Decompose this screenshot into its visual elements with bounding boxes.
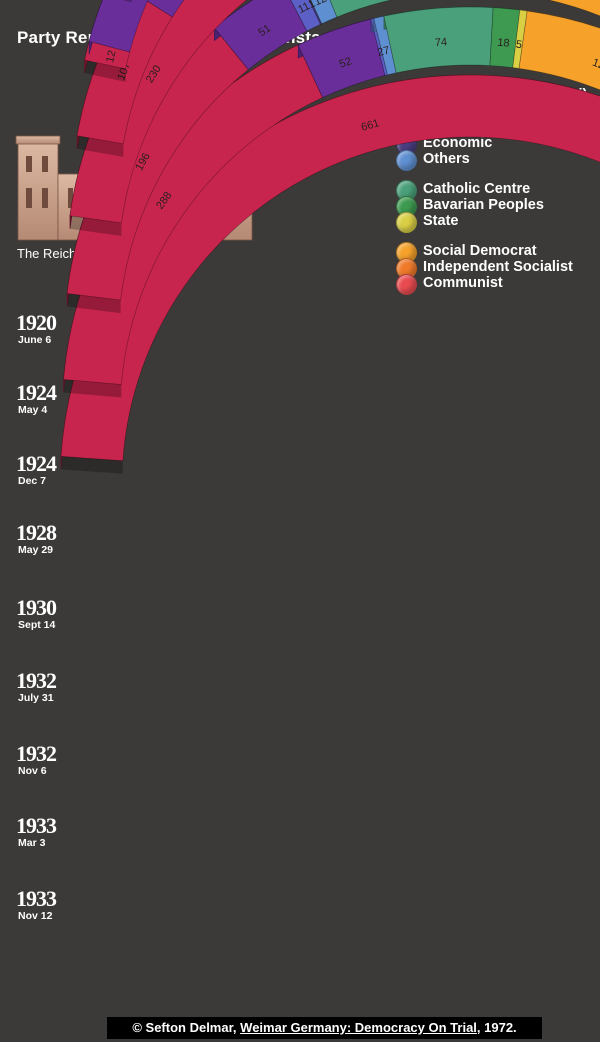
band-start-cap-6 xyxy=(67,293,121,314)
election-date-4: Sept 14 xyxy=(18,619,56,631)
election-date-1: May 4 xyxy=(18,404,48,416)
legend-label-ot: Others xyxy=(423,151,470,167)
seat-label-3-ns: 12 xyxy=(104,49,119,64)
segment-3-ns xyxy=(84,40,131,70)
election-date-0: June 6 xyxy=(18,334,52,346)
segment-6-cc xyxy=(329,0,393,18)
source-prefix: © Sefton Delmar, xyxy=(132,1020,241,1035)
seat-label-7-ot: 7 xyxy=(382,45,391,58)
seat-label-6-gn: 51 xyxy=(256,22,273,39)
election-band-2: 10351172669193213145 xyxy=(122,0,132,3)
legend-label-co: Communist xyxy=(423,275,503,291)
election-date-7: Mar 3 xyxy=(18,837,46,849)
seat-label-7-gp: 2 xyxy=(376,46,385,59)
election-date-2: Dec 7 xyxy=(18,475,47,487)
election-year-1: 1924 xyxy=(16,380,57,405)
segment-6-sd xyxy=(547,0,600,17)
legend-label-sd: Social Democrat xyxy=(423,243,537,259)
source-suffix: , 1972. xyxy=(476,1020,517,1035)
election-year-3: 1928 xyxy=(16,520,57,545)
legend-label-bp: Bavarian Peoples xyxy=(423,197,544,213)
segment-6-gn xyxy=(213,0,308,71)
segment-7-sd xyxy=(518,10,600,91)
source-book: Weimar Germany: Democracy On Trial xyxy=(240,1020,477,1035)
band-start-cap-8 xyxy=(60,456,123,474)
segment-6-ot xyxy=(310,0,338,25)
election-date-8: Nov 12 xyxy=(18,910,53,922)
election-year-6: 1932 xyxy=(16,741,57,766)
legend-swatch-co xyxy=(396,274,417,295)
election-date-6: Nov 6 xyxy=(18,765,47,777)
segment-4-ns xyxy=(76,0,173,145)
band-start-cap-4 xyxy=(77,135,124,157)
seat-label-7-sd: 120 xyxy=(591,57,600,75)
seat-label-8-ns: 661 xyxy=(360,117,381,133)
segment-6-gp xyxy=(290,0,321,32)
election-date-5: July 31 xyxy=(18,692,54,704)
election-year-7: 1933 xyxy=(16,813,57,838)
seat-label-6-gp: 11 xyxy=(296,0,312,16)
election-date-3: May 29 xyxy=(18,544,54,556)
election-year-4: 1930 xyxy=(16,595,57,620)
band-start-cap-2 xyxy=(122,0,132,3)
legend-label-st: State xyxy=(423,213,459,229)
segment-7-st xyxy=(512,9,528,69)
election-band-3: 127845232361172515354 xyxy=(84,0,149,82)
seat-label-6-ot: 12 xyxy=(313,0,329,8)
legend-label-is: Independent Socialist xyxy=(423,259,573,275)
segment-7-bp xyxy=(489,7,521,69)
seat-label-6-ec: 1 xyxy=(307,0,318,11)
segment-7-gn xyxy=(297,18,386,99)
source-credit: © Sefton Delmar, Weimar Germany: Democra… xyxy=(107,1017,542,1039)
seat-label-7-bp: 18 xyxy=(497,37,510,50)
legend-label-ec: Economic xyxy=(423,135,493,151)
election-year-5: 1932 xyxy=(16,668,57,693)
band-start-cap-3 xyxy=(84,60,126,82)
segment-4-gn xyxy=(144,0,185,18)
seat-label-7-cc: 74 xyxy=(434,36,447,49)
legend-swatch-st xyxy=(396,212,417,233)
seat-label-7-gn: 52 xyxy=(338,55,354,70)
segment-7-gp xyxy=(370,18,388,76)
legend-label-cc: Catholic Centre xyxy=(423,181,531,197)
band-start-cap-7 xyxy=(63,379,122,398)
seat-label-7-st: 5 xyxy=(515,39,523,52)
election-year-8: 1933 xyxy=(16,886,57,911)
election-year-0: 1920 xyxy=(16,310,57,335)
band-start-cap-5 xyxy=(69,215,122,237)
segment-3-gn xyxy=(88,0,149,53)
election-year-2: 1924 xyxy=(16,451,57,476)
legend-swatch-ot xyxy=(396,150,417,171)
